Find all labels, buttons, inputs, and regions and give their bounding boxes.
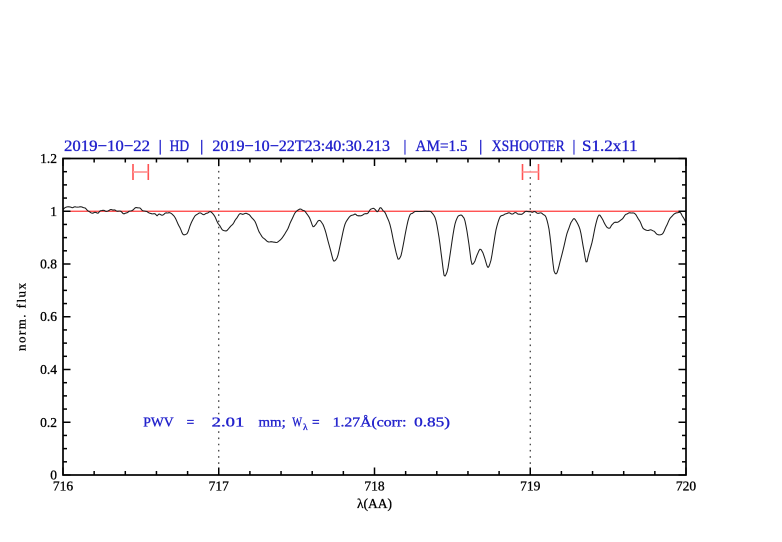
svg-text:2019−10−22T23:40:30.213: 2019−10−22T23:40:30.213 [212,138,390,155]
svg-text:0.2: 0.2 [40,415,57,430]
svg-text:0.8: 0.8 [40,257,57,272]
svg-text:1.27Å(corr:: 1.27Å(corr: [333,415,407,430]
svg-text:S1.2x11: S1.2x11 [582,138,638,155]
svg-text:0.6: 0.6 [40,309,57,324]
svg-text:=: = [187,415,195,430]
svg-text:HD: HD [170,138,190,155]
svg-text:0.85): 0.85) [414,415,450,430]
svg-text:|: | [479,138,482,155]
svg-text:0.4: 0.4 [40,362,57,377]
svg-text:0: 0 [50,468,57,483]
svg-text:720: 720 [676,479,697,494]
svg-text:718: 718 [364,479,385,494]
svg-text:λ(AA): λ(AA) [357,496,392,511]
svg-text:W: W [292,415,302,430]
svg-text:XSHOOTER: XSHOOTER [492,138,565,155]
svg-text:1.2: 1.2 [40,151,57,166]
svg-text:|: | [572,138,575,155]
svg-text:λ: λ [303,423,308,433]
svg-text:716: 716 [53,479,74,494]
svg-text:norm. flux: norm. flux [14,283,29,352]
svg-text:|: | [200,138,203,155]
svg-text:1: 1 [50,204,57,219]
svg-text:|: | [159,138,162,155]
svg-text:AM=1.5: AM=1.5 [416,138,468,155]
svg-text:PWV: PWV [143,415,174,430]
svg-text:=: = [312,415,320,430]
svg-text:717: 717 [209,479,230,494]
svg-text:|: | [403,138,406,155]
svg-text:mm;: mm; [259,415,286,430]
svg-text:719: 719 [520,479,541,494]
svg-text:2019−10−22: 2019−10−22 [64,138,150,155]
svg-text:2.01: 2.01 [212,415,245,430]
